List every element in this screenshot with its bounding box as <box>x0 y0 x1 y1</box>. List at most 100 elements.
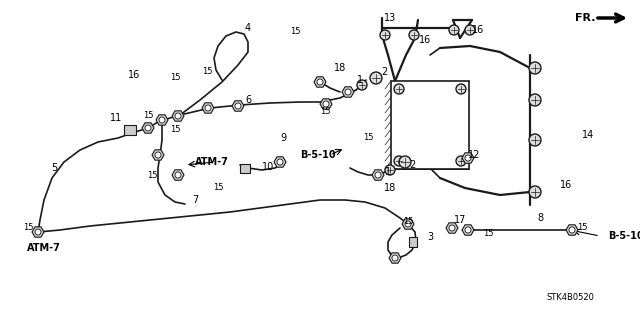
Polygon shape <box>389 253 401 263</box>
Text: 12: 12 <box>468 150 480 160</box>
Text: 16: 16 <box>560 180 572 190</box>
Circle shape <box>277 159 283 165</box>
Circle shape <box>449 25 459 35</box>
Circle shape <box>380 30 390 40</box>
Polygon shape <box>202 103 214 113</box>
Polygon shape <box>172 170 184 180</box>
Circle shape <box>529 62 541 74</box>
Circle shape <box>35 229 41 235</box>
Text: 11: 11 <box>110 113 122 123</box>
Circle shape <box>569 227 575 233</box>
Text: B-5-10: B-5-10 <box>300 150 336 160</box>
Circle shape <box>449 225 455 231</box>
Text: 13: 13 <box>384 13 396 23</box>
Bar <box>240 164 250 173</box>
Bar <box>124 125 136 135</box>
Text: 5: 5 <box>51 163 57 173</box>
Polygon shape <box>342 87 354 97</box>
Text: ATM-7: ATM-7 <box>27 243 61 253</box>
Polygon shape <box>274 157 286 167</box>
Circle shape <box>529 186 541 198</box>
Text: 14: 14 <box>582 130 594 140</box>
Text: 15: 15 <box>483 228 493 238</box>
Polygon shape <box>314 77 326 87</box>
Polygon shape <box>566 225 578 235</box>
Circle shape <box>375 172 381 178</box>
Text: 7: 7 <box>192 195 198 205</box>
Circle shape <box>175 172 181 178</box>
Text: 9: 9 <box>280 133 286 143</box>
Circle shape <box>392 255 398 261</box>
Text: 16: 16 <box>128 70 140 80</box>
Polygon shape <box>446 223 458 233</box>
Circle shape <box>465 227 471 233</box>
Text: ATM-7: ATM-7 <box>195 157 229 167</box>
Text: 18: 18 <box>334 63 346 73</box>
Text: 4: 4 <box>245 23 251 33</box>
Circle shape <box>323 101 329 107</box>
Circle shape <box>145 125 151 131</box>
Polygon shape <box>372 170 384 180</box>
Text: 8: 8 <box>537 213 543 223</box>
Text: 15: 15 <box>147 170 157 180</box>
Polygon shape <box>32 227 44 237</box>
Text: 15: 15 <box>577 224 588 233</box>
Text: 2: 2 <box>381 67 387 77</box>
Circle shape <box>175 113 181 119</box>
Circle shape <box>529 134 541 146</box>
Text: 15: 15 <box>320 108 330 116</box>
Polygon shape <box>402 219 414 229</box>
Circle shape <box>155 152 161 158</box>
Text: 6: 6 <box>245 95 251 105</box>
Circle shape <box>456 84 466 94</box>
Circle shape <box>370 72 382 84</box>
Circle shape <box>317 79 323 85</box>
Text: 2: 2 <box>409 160 415 170</box>
Circle shape <box>394 84 404 94</box>
Text: 15: 15 <box>363 133 373 143</box>
Circle shape <box>465 25 475 35</box>
Circle shape <box>456 156 466 166</box>
Text: 17: 17 <box>454 215 466 225</box>
Text: 16: 16 <box>472 25 484 35</box>
Bar <box>391 81 469 169</box>
Text: 1: 1 <box>385 167 391 177</box>
Circle shape <box>385 165 395 175</box>
Text: 1: 1 <box>357 75 363 85</box>
Text: 15: 15 <box>202 68 212 77</box>
Text: B-5-10: B-5-10 <box>608 231 640 241</box>
Circle shape <box>205 105 211 111</box>
Polygon shape <box>172 111 184 121</box>
Text: 15: 15 <box>23 224 33 233</box>
Polygon shape <box>142 123 154 133</box>
Circle shape <box>409 30 419 40</box>
Polygon shape <box>320 99 332 109</box>
Polygon shape <box>152 150 164 160</box>
Text: 15: 15 <box>143 110 153 120</box>
Circle shape <box>465 155 471 161</box>
Polygon shape <box>462 225 474 235</box>
Polygon shape <box>232 101 244 111</box>
Bar <box>409 237 417 247</box>
Circle shape <box>405 221 411 227</box>
Text: 15: 15 <box>403 218 413 226</box>
Text: 10: 10 <box>262 162 274 172</box>
Text: 15: 15 <box>170 125 180 135</box>
Text: 3: 3 <box>427 232 433 242</box>
Circle shape <box>394 156 404 166</box>
Polygon shape <box>156 115 168 125</box>
Circle shape <box>235 103 241 109</box>
Text: 15: 15 <box>290 27 300 36</box>
Text: FR.: FR. <box>575 13 596 23</box>
Text: 18: 18 <box>384 183 396 193</box>
Text: STK4B0520: STK4B0520 <box>546 293 594 302</box>
Text: 15: 15 <box>212 183 223 192</box>
Polygon shape <box>462 153 474 163</box>
Circle shape <box>399 156 411 168</box>
Text: 16: 16 <box>419 35 431 45</box>
Circle shape <box>357 80 367 90</box>
Text: 15: 15 <box>170 73 180 83</box>
Circle shape <box>529 94 541 106</box>
Circle shape <box>345 89 351 95</box>
Circle shape <box>159 117 165 123</box>
